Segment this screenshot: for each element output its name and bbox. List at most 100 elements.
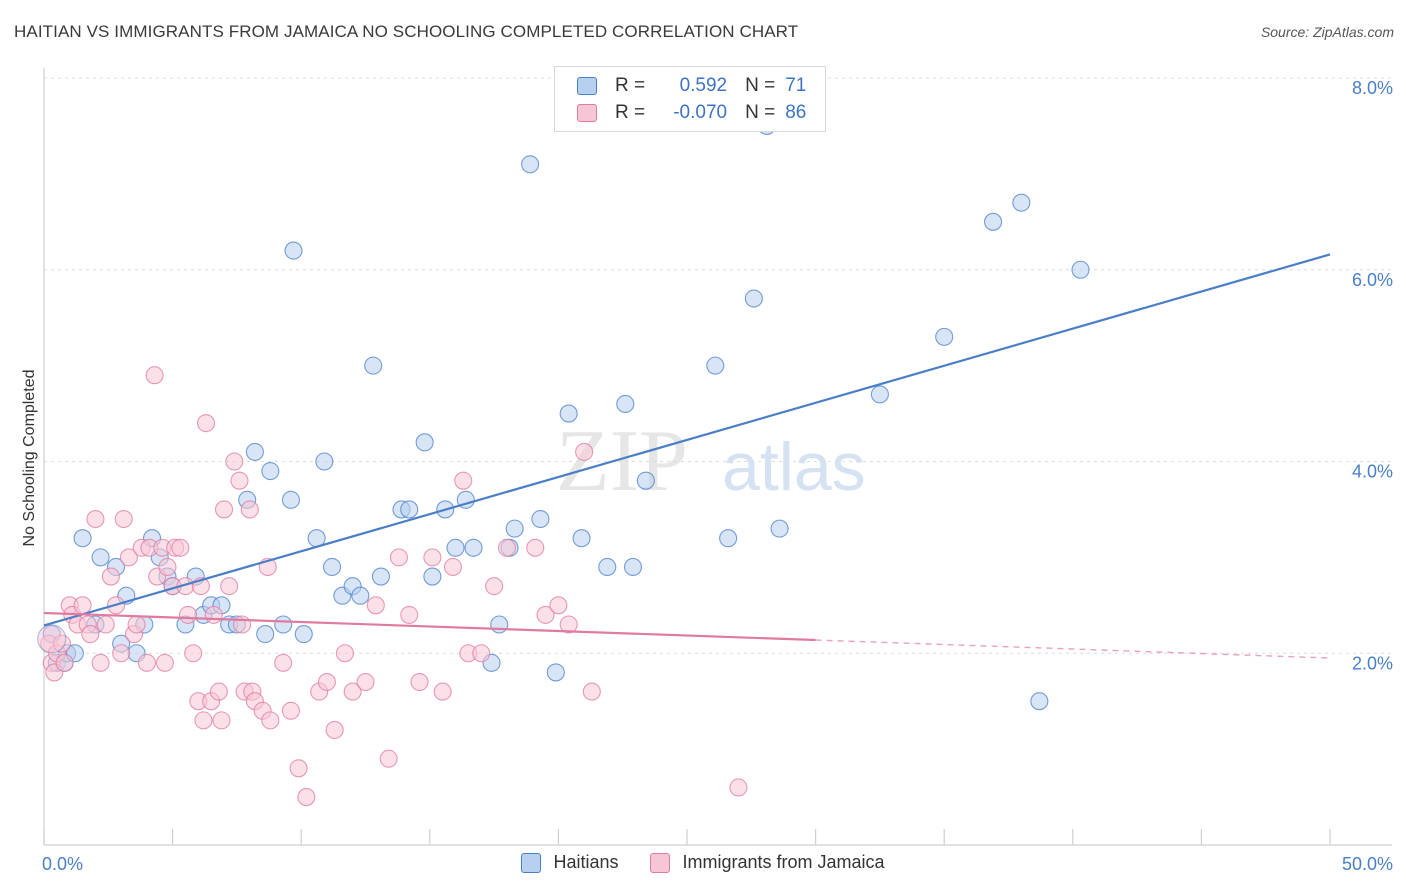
legend-r-label: R = [615,75,646,96]
series-swatch-haitians [521,852,542,873]
y-tick-label: 8.0% [1352,78,1393,98]
legend-row-jamaica: R = -0.070 N = 86 [577,100,806,126]
point-jamaica [335,644,354,663]
point-jamaica [497,538,517,557]
point-haitians [364,356,383,375]
point-jamaica [196,414,216,433]
point-haitians [1030,692,1049,711]
point-jamaica [575,442,594,461]
point-haitians [351,586,370,605]
point-haitians [636,471,655,490]
point-jamaica [410,672,429,692]
point-jamaica [137,653,156,672]
point-cluster [37,624,67,654]
point-haitians [935,327,954,346]
point-jamaica [194,711,213,730]
point-jamaica [549,596,568,615]
point-jamaica [86,509,105,529]
y-tick-label: 6.0% [1352,270,1393,290]
point-jamaica [91,653,110,672]
trend-lines [43,253,1331,659]
point-jamaica [443,557,462,577]
point-haitians [1071,260,1090,279]
point-haitians [598,557,617,577]
point-haitians [464,538,483,557]
point-haitians [505,519,524,538]
point-haitians [400,500,419,519]
trendline-haitians [43,253,1331,627]
point-jamaica [289,759,308,778]
point-jamaica [204,605,223,624]
point-jamaica [145,366,164,385]
point-haitians [73,529,92,548]
point-jamaica [214,500,234,519]
point-jamaica [485,577,504,596]
series-name-haitians: Haitians [553,852,619,872]
point-haitians [284,241,303,260]
point-jamaica [536,605,555,624]
point-haitians [546,663,565,682]
point-jamaica [101,567,120,586]
series-legend-haitians: Haitians [521,852,618,873]
point-jamaica [155,653,174,672]
legend-r-value: 0.592 [679,75,728,96]
point-jamaica [230,471,249,490]
point-jamaica [379,749,398,768]
point-haitians [274,615,293,634]
x-tick-label: 50.0% [1342,854,1393,874]
point-jamaica [184,644,203,663]
point-jamaica [729,778,748,797]
point-jamaica [209,682,228,701]
y-tick-label: 2.0% [1352,653,1393,673]
point-haitians [870,385,889,404]
trendline-jamaica-projection [815,639,1331,659]
y-axis-label: No Schooling Completed [21,370,38,547]
point-haitians [294,625,313,644]
point-jamaica [297,788,316,807]
point-haitians [616,394,635,414]
point-jamaica [81,625,100,644]
point-haitians [261,462,280,481]
legend-swatch-jamaica [577,104,597,122]
point-haitians [744,289,763,308]
watermark-atlas: atlas [722,429,866,505]
legend-row-haitians: R = 0.592 N = 71 [577,73,806,99]
point-jamaica [274,653,293,672]
point-jamaica [171,538,190,557]
point-haitians [531,509,550,529]
point-jamaica [261,711,280,730]
correlation-legend: R = 0.592 N = 71 R = -0.070 N = 86 [554,66,826,132]
point-jamaica [119,548,138,567]
source-credit: Source: ZipAtlas.com [1260,24,1394,40]
y-tick-label: 4.0% [1352,462,1393,482]
point-haitians [559,404,578,423]
point-haitians [623,557,643,577]
point-haitians [371,567,390,586]
point-haitians [770,519,789,538]
data-points [37,116,1090,807]
point-haitians [423,567,442,586]
point-jamaica [317,672,336,692]
legend-n-label: N = [745,102,776,123]
point-jamaica [73,596,92,615]
point-haitians [256,625,275,644]
legend-r-value: -0.070 [673,102,728,123]
point-haitians [984,212,1003,231]
series-swatch-jamaica [650,852,671,873]
legend-n-label: N = [745,75,776,96]
point-jamaica [212,711,231,730]
legend-r-label: R = [615,102,646,123]
point-haitians [415,433,434,452]
point-haitians [1012,193,1031,212]
axes [43,68,1392,846]
point-haitians [521,155,540,174]
point-haitians [315,452,334,471]
chart-title: HAITIAN VS IMMIGRANTS FROM JAMAICA NO SC… [14,22,799,41]
point-jamaica [559,615,578,634]
point-jamaica [240,500,259,519]
point-jamaica [232,615,252,634]
series-legend: Haitians Immigrants from Jamaica [0,852,1406,873]
point-jamaica [127,615,146,634]
x-tick-label: 0.0% [42,854,83,874]
